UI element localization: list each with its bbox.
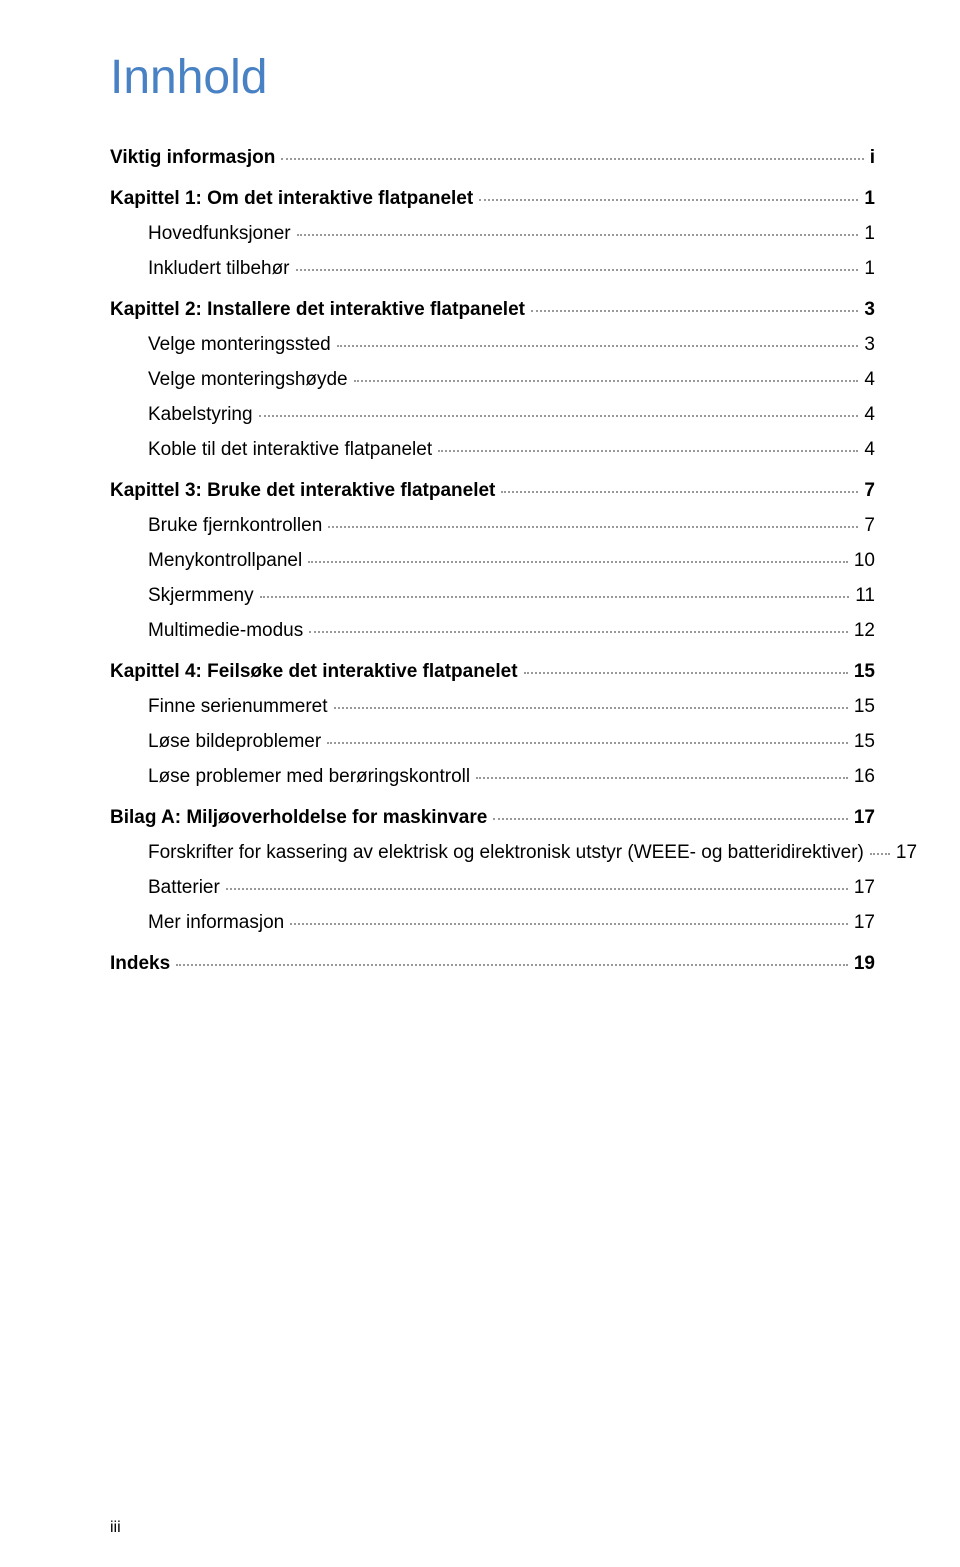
toc-entry-page: 15 [854,661,875,683]
toc-entry-page: 3 [864,334,875,356]
toc-dots [870,853,890,855]
toc-entry-label: Indeks [110,953,170,975]
toc-entry-page: 15 [854,696,875,718]
toc-dots [281,158,863,160]
toc-entry: Løse problemer med berøringskontroll 16 [110,766,875,788]
toc-entry: Kapittel 3: Bruke det interaktive flatpa… [110,480,875,502]
toc-entry-label: Velge monteringshøyde [148,369,348,391]
toc-entry: Koble til det interaktive flatpanelet 4 [110,439,875,461]
toc-dots [501,491,858,493]
toc-entry-label: Multimedie-modus [148,620,303,642]
toc-entry-label: Finne serienummeret [148,696,328,718]
toc-entry-label: Kapittel 1: Om det interaktive flatpanel… [110,188,473,210]
toc-entry-page: 12 [854,620,875,642]
toc-entry-label: Koble til det interaktive flatpanelet [148,439,432,461]
toc-dots [296,269,859,271]
toc-entry: Kapittel 1: Om det interaktive flatpanel… [110,188,875,210]
toc-dots [493,818,848,820]
toc-entry-page: 4 [864,439,875,461]
toc-entry-page: 4 [864,404,875,426]
toc-entry-label: Løse bildeproblemer [148,731,321,753]
toc-entry-label: Løse problemer med berøringskontroll [148,766,470,788]
toc-entry-page: 11 [855,585,875,607]
toc-entry: Løse bildeproblemer 15 [110,731,875,753]
toc-entry-page: 7 [864,515,875,537]
page-title: Innhold [110,50,875,105]
toc-entry: Kapittel 4: Feilsøke det interaktive fla… [110,661,875,683]
toc-entry-page: 16 [854,766,875,788]
toc-entry-page: 4 [864,369,875,391]
toc-entry-label: Kabelstyring [148,404,253,426]
toc-dots [327,742,848,744]
toc-entry: Multimedie-modus 12 [110,620,875,642]
toc-dots [438,450,858,452]
toc-entry: Forskrifter for kassering av elektrisk o… [110,842,875,864]
toc-entry-label: Kapittel 4: Feilsøke det interaktive fla… [110,661,518,683]
toc-entry-label: Kapittel 3: Bruke det interaktive flatpa… [110,480,495,502]
toc-entry-page: 10 [854,550,875,572]
toc-dots [297,234,859,236]
toc-entry-page: 1 [864,258,875,280]
toc-entry: Mer informasjon 17 [110,912,875,934]
toc-entry: Hovedfunksjoner 1 [110,223,875,245]
toc-dots [259,415,859,417]
toc-dots [176,964,848,966]
toc-entry-page: 7 [864,480,875,502]
toc-entry-label: Forskrifter for kassering av elektrisk o… [148,842,864,864]
toc-entry: Kapittel 2: Installere det interaktive f… [110,299,875,321]
toc-entry-label: Velge monteringssted [148,334,331,356]
toc-entry-label: Mer informasjon [148,912,284,934]
toc-entry: Inkludert tilbehør 1 [110,258,875,280]
toc-entry-label: Menykontrollpanel [148,550,302,572]
toc-entry-page: 1 [864,223,875,245]
toc-entry-page: 17 [896,842,917,864]
toc-dots [479,199,858,201]
toc-entry-label: Inkludert tilbehør [148,258,290,280]
toc-dots [531,310,858,312]
toc-entry-page: 17 [854,912,875,934]
toc-entry-page: 17 [854,807,875,829]
toc-entry-label: Skjermmeny [148,585,254,607]
toc-entry: Bilag A: Miljøoverholdelse for maskinvar… [110,807,875,829]
toc-dots [334,707,848,709]
toc-entry-page: 3 [864,299,875,321]
toc-entry: Viktig informasjon i [110,147,875,169]
toc-entry: Menykontrollpanel 10 [110,550,875,572]
toc-dots [226,888,848,890]
toc-dots [309,631,848,633]
toc-entry: Bruke fjernkontrollen 7 [110,515,875,537]
footer-page-number: iii [110,1519,121,1537]
toc-entry-label: Hovedfunksjoner [148,223,291,245]
toc-entry-page: 17 [854,877,875,899]
toc-dots [308,561,848,563]
toc-entry: Finne serienummeret 15 [110,696,875,718]
toc-entry-page: 1 [864,188,875,210]
toc-entry-label: Kapittel 2: Installere det interaktive f… [110,299,525,321]
toc-entry: Velge monteringshøyde 4 [110,369,875,391]
table-of-contents: Viktig informasjon i Kapittel 1: Om det in… [110,147,875,975]
toc-entry-page: 19 [854,953,875,975]
toc-entry-page: i [870,147,875,169]
toc-entry-label: Batterier [148,877,220,899]
toc-entry: Batterier 17 [110,877,875,899]
toc-entry: Velge monteringssted 3 [110,334,875,356]
toc-entry: Kabelstyring 4 [110,404,875,426]
toc-entry-page: 15 [854,731,875,753]
toc-dots [524,672,848,674]
toc-dots [476,777,848,779]
toc-dots [328,526,858,528]
toc-entry-label: Bilag A: Miljøoverholdelse for maskinvar… [110,807,487,829]
toc-dots [354,380,859,382]
toc-dots [337,345,859,347]
toc-entry-label: Viktig informasjon [110,147,275,169]
toc-dots [260,596,850,598]
toc-entry: Indeks 19 [110,953,875,975]
toc-entry-label: Bruke fjernkontrollen [148,515,322,537]
toc-dots [290,923,848,925]
toc-entry: Skjermmeny 11 [110,585,875,607]
